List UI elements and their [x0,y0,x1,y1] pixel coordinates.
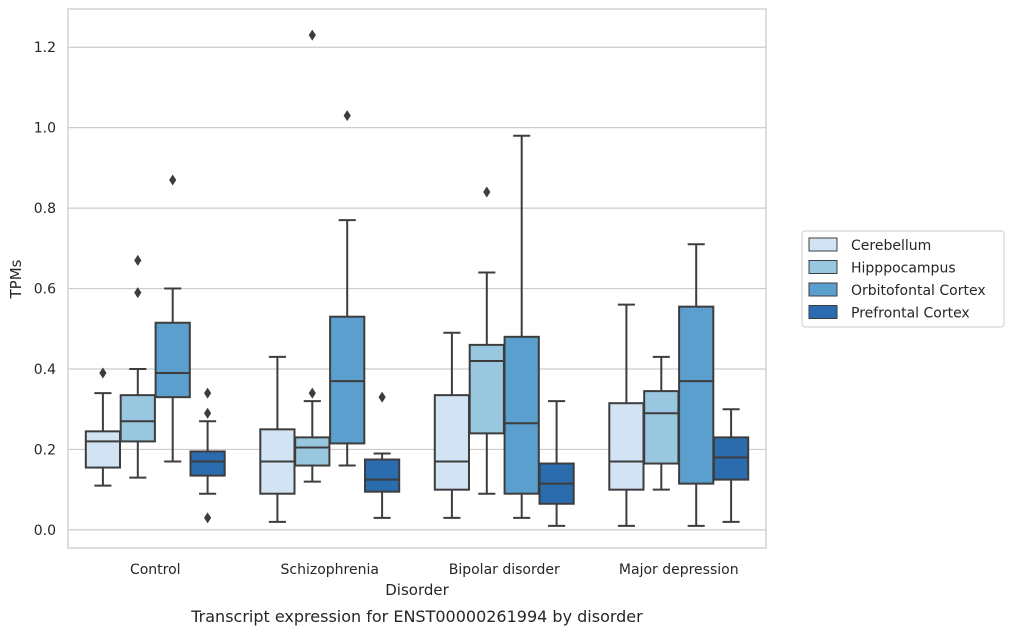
box-iqr [294,436,331,467]
box-hipppocampus [294,29,331,483]
x-axis-label: Disorder [385,581,449,599]
box-iqr [608,402,645,491]
legend-label: Cerebellum [851,238,931,254]
box-orbitofontal-cortex [678,243,715,527]
legend-frame [801,230,1005,328]
box-hipppocampus [119,254,156,479]
box-iqr [643,390,680,465]
outlier-point [308,29,316,41]
legend-label: Hipppocampus [851,261,956,277]
outlier-point [134,254,142,266]
box-iqr [503,335,540,495]
y-tick-label: 1.2 [34,40,56,56]
box-prefrontal-cortex [712,408,750,523]
legend-label: Orbitofontal Cortex [851,283,986,299]
y-tick-label: 0.4 [34,362,56,378]
box-prefrontal-cortex [538,400,575,527]
outlier-point [169,174,177,186]
y-tick-label: 0.6 [34,282,56,298]
legend: Cerebellum Hipppocampus Orbitofontal Corte… [801,230,1005,328]
box-orbitofontal-cortex [154,174,191,463]
box-iqr [678,305,715,485]
y-tick-label: 0.2 [34,442,56,458]
box-cerebellum [433,331,471,519]
outlier-point [343,110,351,122]
legend-swatch [808,282,838,297]
y-tick-label: 1.0 [34,121,56,137]
outlier-point [204,407,212,419]
outlier-point [308,387,316,399]
plot-frame [67,8,767,549]
box-orbitofontal-cortex [503,134,540,519]
outlier-point [378,391,386,403]
box-iqr [712,436,750,481]
outlier-point [134,287,142,299]
x-tick-label: Control [130,562,181,578]
legend-swatch [808,237,838,252]
x-axis-ticks: Control Schizophrenia Bipolar disorder Majo… [130,562,739,578]
legend-label: Prefrontal Cortex [851,306,970,322]
boxes [84,29,750,527]
y-tick-label: 0.8 [34,201,56,217]
box-iqr [329,315,366,445]
y-tick-label: 0.0 [34,523,56,539]
box-iqr [154,321,191,399]
box-prefrontal-cortex [189,387,226,524]
box-iqr [119,394,156,443]
outlier-point [204,387,212,399]
box-cerebellum [608,303,645,527]
legend-swatch [808,260,838,274]
y-axis-label: TPMs [7,259,25,299]
outlier-point [99,367,107,379]
box-iqr [189,450,226,477]
box-iqr [84,430,122,469]
box-hipppocampus [468,186,505,495]
y-axis-ticks: 0.0 0.2 0.4 0.6 0.8 1.0 1.2 [34,40,56,539]
box-orbitofontal-cortex [329,110,366,467]
x-tick-label: Schizophrenia [281,562,379,578]
box-iqr [468,343,505,435]
box-cerebellum [259,355,296,523]
box-prefrontal-cortex [363,391,401,519]
outlier-point [204,512,212,524]
legend-swatch [808,305,838,319]
x-tick-label: Major depression [619,562,739,578]
outlier-point [483,186,491,198]
box-iqr [433,394,471,491]
chart-caption: Transcript expression for ENST0000026199… [190,607,643,626]
box-cerebellum [84,367,122,487]
x-tick-label: Bipolar disorder [449,562,560,578]
box-hipppocampus [643,355,680,491]
box-iqr [363,458,401,493]
